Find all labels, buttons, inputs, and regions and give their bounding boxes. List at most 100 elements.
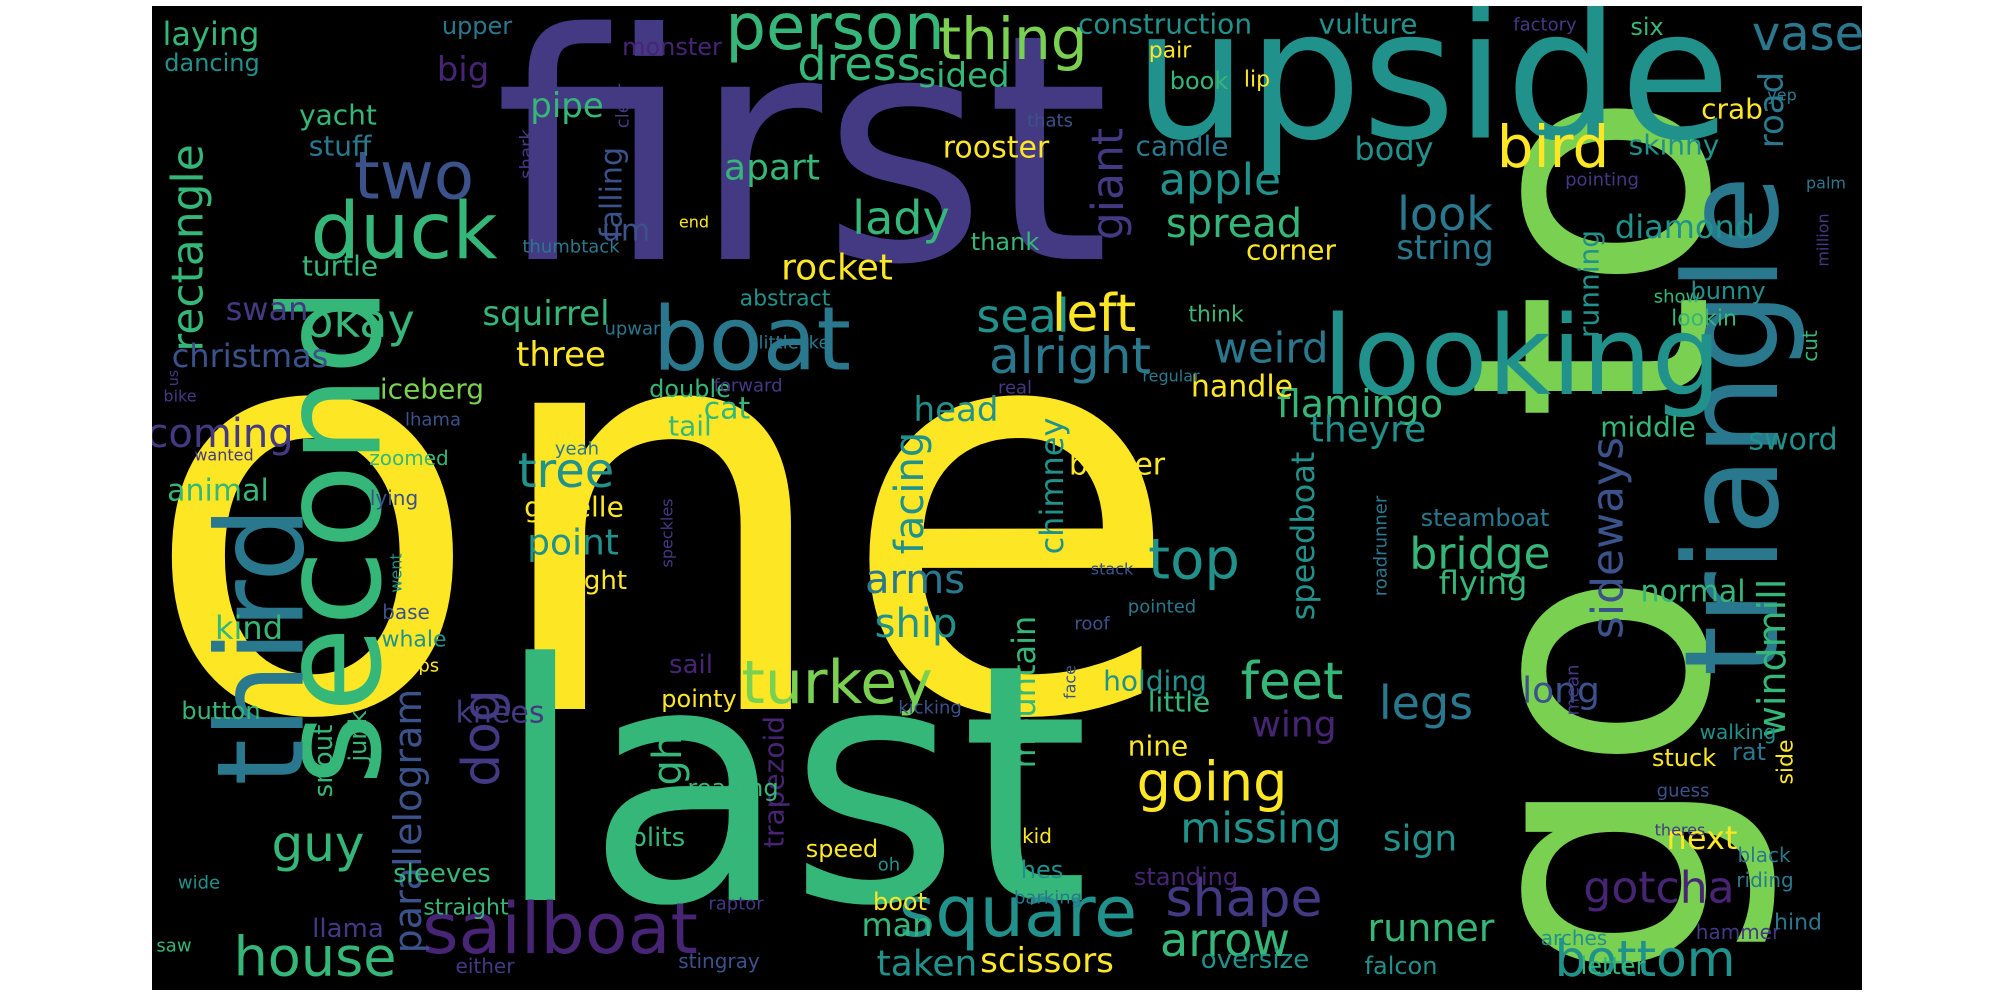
word-book: book: [1170, 67, 1229, 95]
word-head: head: [914, 390, 999, 430]
word-feet: feet: [1241, 652, 1344, 712]
word-turkey: turkey: [741, 648, 932, 718]
word-letter: letter: [1581, 952, 1646, 980]
word-cat: cat: [704, 392, 751, 427]
word-looking: looking: [1323, 292, 1722, 420]
word-rocket: rocket: [781, 248, 893, 289]
word-clear: clear: [613, 83, 634, 128]
word-holding: holding: [1103, 665, 1207, 698]
word-gazelle: gazelle: [524, 491, 624, 524]
word-speed: speed: [806, 835, 879, 863]
word-bridge: bridge: [1409, 529, 1550, 580]
word-stuff: stuff: [309, 130, 372, 163]
word-thing: thing: [938, 6, 1087, 73]
word-scissors: scissors: [980, 941, 1114, 981]
word-zoomed: zoomed: [369, 446, 448, 470]
word-abstract: abstract: [740, 287, 831, 312]
word-one: one: [152, 190, 1183, 842]
word-laying: laying: [163, 15, 260, 53]
word-boot: boot: [873, 888, 927, 916]
word-body: body: [1354, 130, 1433, 168]
word-sleeves: sleeves: [393, 859, 491, 889]
word-normal: normal: [1640, 575, 1745, 610]
word-stack: stack: [1091, 560, 1134, 579]
word-ship: ship: [875, 601, 958, 647]
word-apart: apart: [724, 148, 820, 189]
word-swan: swan: [226, 290, 309, 328]
word-facing: facing: [887, 432, 933, 554]
word-million: million: [1814, 213, 1833, 266]
word-pointed: pointed: [1128, 597, 1196, 618]
word-upside: upside: [1133, 6, 1730, 181]
word-rectangle: rectangle: [163, 144, 214, 352]
word-spread: spread: [1166, 201, 1302, 247]
word-littlelike: littlelike: [758, 333, 829, 354]
word-chimney: chimney: [1033, 418, 1071, 555]
word-shark: shark: [517, 129, 538, 179]
word-wing: wing: [1251, 705, 1336, 746]
word-regular: regular: [1142, 367, 1200, 386]
word-upper: upper: [442, 12, 512, 40]
word-top: top: [1148, 528, 1240, 593]
word-stingray: stingray: [678, 949, 760, 973]
word-three: three: [516, 335, 606, 375]
word-lip: lip: [1244, 68, 1270, 93]
word-arches: arches: [1541, 926, 1607, 950]
word-pipe: pipe: [530, 86, 604, 126]
word-think: think: [1188, 303, 1244, 328]
word-factory: factory: [1513, 15, 1577, 36]
word-lhama: lhama: [405, 410, 461, 431]
word-palm: palm: [1806, 174, 1846, 193]
word-theyre: theyre: [1310, 410, 1427, 451]
word-legs: legs: [1379, 676, 1473, 730]
word-hes: hes: [1021, 856, 1063, 884]
word-skinny: skinny: [1629, 129, 1720, 162]
word-straight: straight: [423, 896, 509, 921]
word-look: look: [1397, 187, 1493, 241]
word-lady: lady: [852, 191, 949, 245]
word-nine: nine: [1128, 730, 1189, 763]
word-steps: steps: [391, 656, 439, 677]
word-cliffs: cliffs: [781, 84, 823, 105]
word-face: face: [1061, 665, 1080, 699]
word-stuck: stuck: [1652, 744, 1716, 772]
word-next: next: [1667, 819, 1738, 857]
word-alright: alright: [989, 327, 1151, 385]
word-second: second: [251, 286, 414, 785]
word-dog: dog: [452, 689, 512, 787]
word-snout: snout: [309, 725, 339, 798]
word-either: either: [456, 954, 516, 978]
word-squirrel: squirrel: [482, 294, 609, 334]
word-double: double: [649, 375, 731, 403]
word-walking: walking: [1700, 720, 1777, 744]
word-runner: runner: [1368, 906, 1495, 950]
word-pair: pair: [1149, 39, 1193, 64]
word-um: um: [602, 214, 650, 249]
word-bigger: bigger: [1069, 448, 1166, 483]
word-sail: sail: [669, 650, 713, 680]
word-parallelogram: parallelogram: [386, 689, 430, 954]
word-sideways: sideways: [1583, 437, 1634, 639]
word-missing: missing: [1180, 804, 1341, 853]
word-tree: tree: [518, 443, 615, 499]
word-road: road: [1752, 72, 1792, 148]
word-taken: taken: [877, 944, 978, 985]
word-standing: standing: [1134, 863, 1238, 891]
word-theres: theres: [1655, 821, 1706, 840]
word-windmill: windmill: [1750, 579, 1794, 738]
word-duck: duck: [310, 187, 497, 277]
word-first: first: [494, 6, 1110, 334]
word-crab: crab: [1701, 93, 1763, 126]
word-base: base: [382, 600, 430, 624]
word-man: man: [861, 906, 932, 944]
word-mean: mean: [1563, 664, 1584, 715]
word-roof: roof: [1074, 614, 1110, 635]
word-left: left: [1052, 284, 1136, 344]
word-flying: flying: [1439, 564, 1528, 602]
word-thats: thats: [1027, 111, 1073, 132]
word-six: six: [1630, 13, 1663, 41]
word-reading: reading: [687, 774, 778, 802]
word-construction: construction: [1078, 8, 1252, 41]
word-middle: middle: [1600, 411, 1696, 444]
